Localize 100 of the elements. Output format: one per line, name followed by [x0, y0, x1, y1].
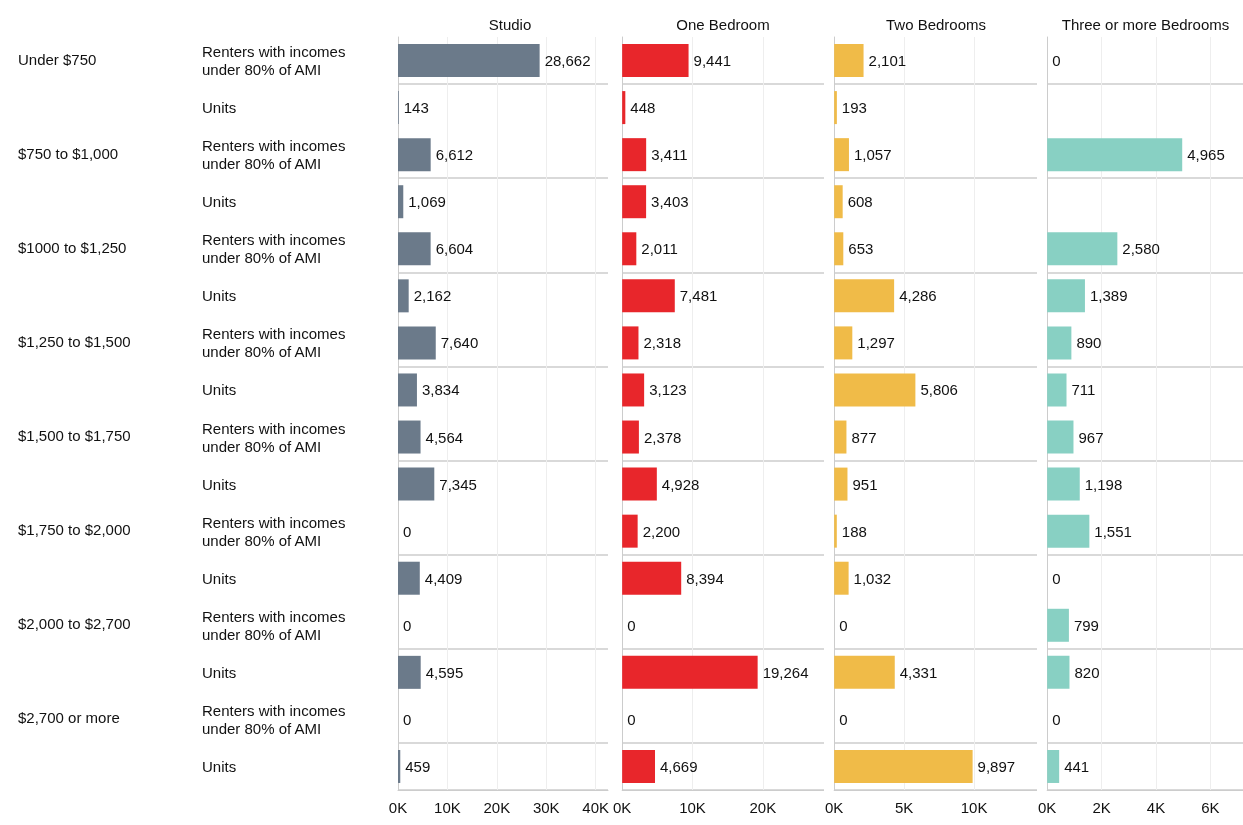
bar [1047, 420, 1074, 454]
x-tick-label: 4K [1146, 799, 1166, 816]
y-tick-label: Units [202, 287, 237, 305]
bar [834, 44, 864, 78]
bar [834, 279, 895, 313]
data-label: 0 [1052, 710, 1061, 728]
bar [1047, 655, 1070, 689]
data-label: 4,595 [425, 663, 464, 681]
bar [622, 373, 645, 407]
data-label: 2,580 [1122, 240, 1160, 258]
bar [1047, 232, 1118, 266]
data-label: 441 [1064, 757, 1090, 775]
y-tick-label: Renters with incomes under 80% of AMI [202, 419, 350, 455]
text: $2,700 or more [18, 709, 120, 727]
bar [1047, 279, 1085, 313]
data-label: 0 [1052, 569, 1061, 587]
text: $1,250 to $1,500 [18, 332, 131, 350]
bar [622, 44, 689, 78]
chart-title: Three or more Bedrooms [1061, 16, 1230, 33]
bar [1047, 608, 1069, 642]
y-tick-label: Renters with incomes under 80% of AMI [202, 231, 350, 267]
x-tick-label: 20K [749, 799, 777, 816]
y-tick-label: Units [202, 663, 237, 681]
data-label: 2,378 [643, 428, 682, 446]
bar [622, 138, 647, 172]
y-tick-label: Units [202, 569, 237, 587]
bar [834, 655, 895, 689]
bar [834, 420, 847, 454]
bar [398, 420, 421, 454]
bar [622, 467, 657, 501]
data-label: 1,551 [1094, 522, 1132, 540]
data-label: 711 [1071, 381, 1096, 399]
data-label: 4,564 [425, 428, 464, 446]
data-label: 6,604 [435, 240, 474, 258]
x-tick-label: 10K [434, 799, 461, 816]
y-tick-label: Renters with incomes under 80% of AMI [202, 607, 350, 643]
data-label: 7,345 [439, 475, 477, 493]
bar [398, 326, 436, 360]
text: $1000 to $1,250 [18, 238, 127, 256]
text: $750 to $1,000 [18, 144, 119, 162]
data-label: 19,264 [762, 663, 809, 681]
bar [622, 561, 682, 595]
x-tick-label: 6K [1201, 799, 1220, 816]
data-label: 1,032 [853, 569, 892, 587]
bar [834, 373, 916, 407]
data-label: 1,198 [1084, 475, 1123, 493]
bar [834, 467, 848, 501]
bar [398, 232, 431, 266]
data-label: 2,011 [641, 240, 678, 258]
bar [834, 138, 849, 172]
data-label: 143 [403, 99, 429, 117]
data-label: 188 [841, 522, 867, 540]
bar [834, 561, 849, 595]
text: $1,750 to $2,000 [18, 521, 131, 539]
data-label: 653 [848, 240, 874, 258]
x-tick-label: 10K [679, 799, 706, 816]
data-label: 2,162 [413, 287, 452, 305]
bar [622, 749, 656, 783]
text: $1,500 to $1,750 [18, 427, 131, 445]
data-label: 608 [847, 193, 873, 211]
data-label: 0 [403, 522, 412, 540]
bar [1047, 467, 1080, 501]
bar [1047, 138, 1183, 172]
bar [1047, 749, 1060, 783]
bar [834, 326, 853, 360]
bar [398, 279, 409, 313]
y-tick-label: Renters with incomes under 80% of AMI [202, 325, 350, 361]
x-tick-label: 0K [388, 799, 408, 816]
bar [834, 185, 843, 219]
data-label: 5,806 [920, 381, 958, 399]
data-label: 4,669 [660, 757, 698, 775]
data-label: 890 [1076, 334, 1102, 352]
data-label: 1,069 [408, 193, 446, 211]
data-label: 1,297 [857, 334, 895, 352]
data-label: 2,101 [868, 52, 907, 70]
bar [834, 232, 844, 266]
data-label: 459 [405, 757, 431, 775]
data-label: 2,318 [643, 334, 682, 352]
data-label: 9,441 [693, 52, 732, 70]
data-label: 0 [839, 710, 848, 728]
chart-title: One Bedroom [676, 16, 770, 33]
data-label: 4,965 [1187, 146, 1225, 164]
data-label: 3,123 [649, 381, 687, 399]
bar [834, 749, 973, 783]
data-label: 1,057 [853, 146, 892, 164]
data-label: 448 [630, 99, 656, 117]
data-label: 967 [1078, 428, 1104, 446]
x-tick-label: 30K [532, 799, 560, 816]
bar [398, 185, 404, 219]
bar [1047, 373, 1067, 407]
data-label: 951 [852, 475, 878, 493]
y-tick-label: Renters with incomes under 80% of AMI [202, 137, 350, 173]
bar [834, 514, 837, 548]
data-label: 4,331 [899, 663, 938, 681]
y-tick-label: Units [202, 99, 237, 117]
data-label: 193 [841, 99, 867, 117]
bar [622, 514, 638, 548]
data-label: 4,286 [899, 287, 937, 305]
data-label: 0 [403, 710, 412, 728]
data-label: 0 [627, 710, 636, 728]
